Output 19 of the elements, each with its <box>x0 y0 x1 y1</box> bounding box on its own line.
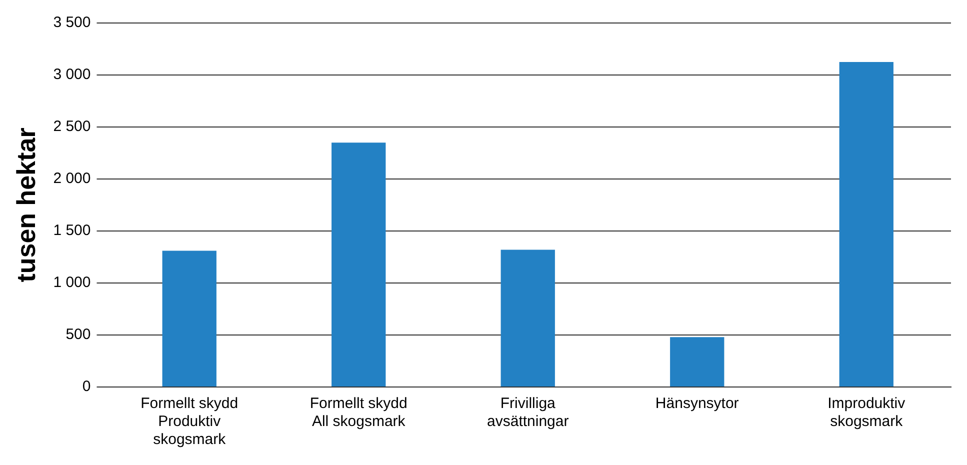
bar <box>332 142 386 386</box>
bar <box>162 250 216 386</box>
y-tick-label: 3 000 <box>53 66 91 84</box>
y-tick-label: 500 <box>66 326 91 344</box>
bar <box>839 62 894 386</box>
bar <box>670 337 724 386</box>
y-tick-label: 3 500 <box>53 14 91 32</box>
x-tick-label: Hänsynsytor <box>655 395 739 412</box>
x-tick-label: Improduktiv skogsmark <box>828 395 906 430</box>
x-tick-label: Frivilliga avsättningar <box>487 395 569 430</box>
y-tick-label: 2 500 <box>53 118 91 136</box>
y-tick-label: 0 <box>82 378 91 396</box>
x-tick-label: Formellt skydd Produktiv skogsmark <box>140 395 238 448</box>
y-tick-label: 1 500 <box>53 222 91 240</box>
x-tick-label: Formellt skydd All skogsmark <box>310 395 408 430</box>
y-tick-label: 2 000 <box>53 170 91 188</box>
y-tick-label: 1 000 <box>53 274 91 292</box>
bar <box>500 250 555 386</box>
y-axis-title: tusen hektar <box>10 128 41 282</box>
